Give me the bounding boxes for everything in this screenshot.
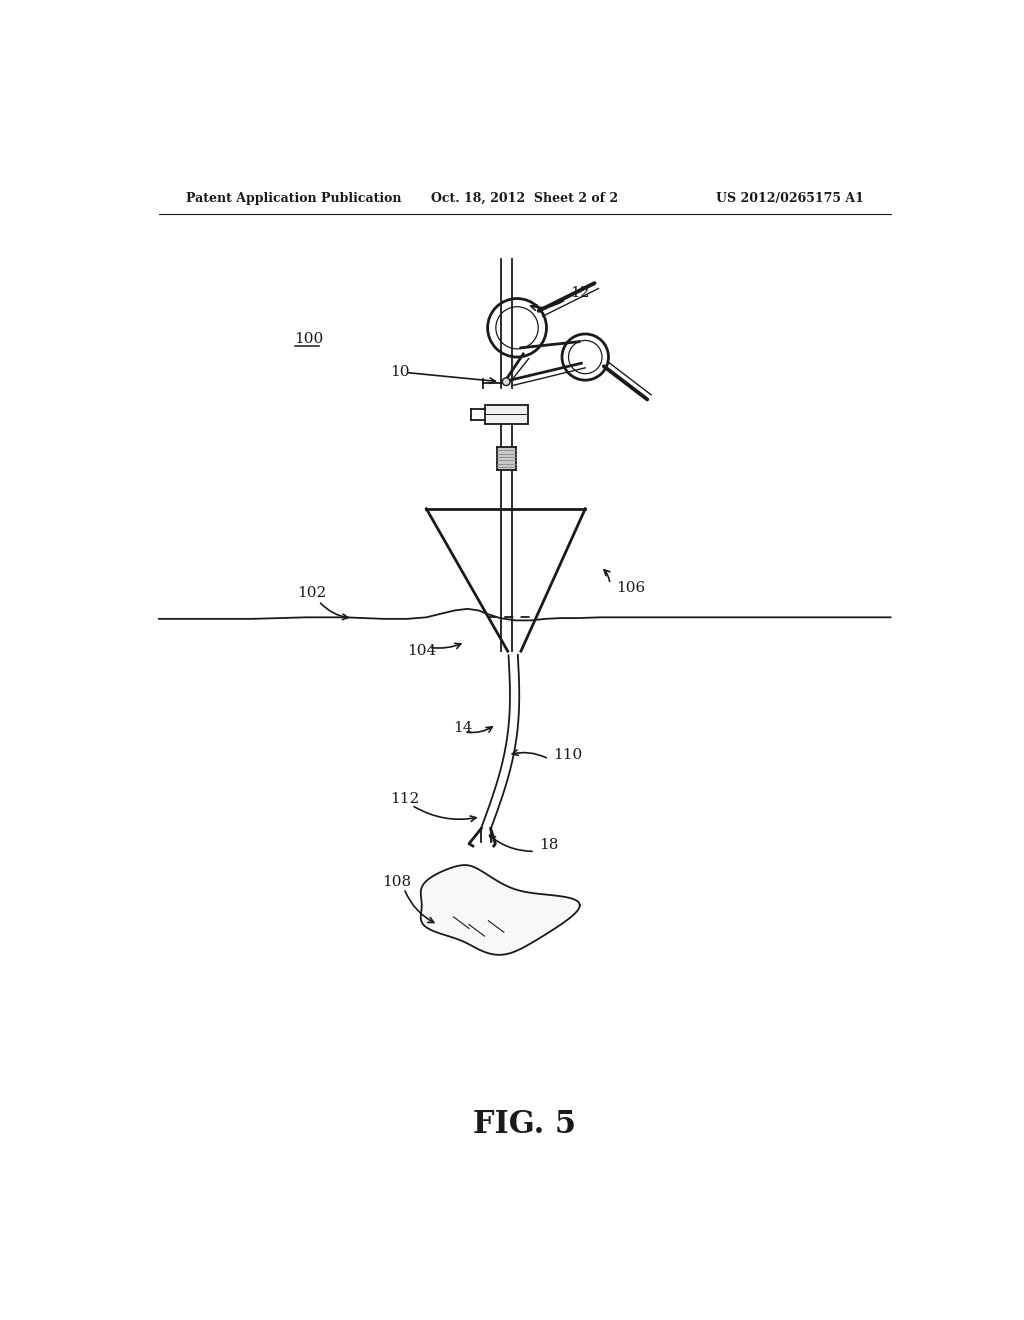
Text: 10: 10 bbox=[390, 366, 410, 379]
Text: 106: 106 bbox=[616, 581, 645, 595]
Text: 108: 108 bbox=[382, 875, 412, 890]
Text: 104: 104 bbox=[407, 644, 436, 659]
Text: Patent Application Publication: Patent Application Publication bbox=[186, 191, 401, 205]
Text: Oct. 18, 2012  Sheet 2 of 2: Oct. 18, 2012 Sheet 2 of 2 bbox=[431, 191, 618, 205]
Text: 12: 12 bbox=[569, 286, 589, 300]
Text: 112: 112 bbox=[390, 792, 419, 807]
Bar bbox=[484, 405, 528, 424]
Text: 18: 18 bbox=[539, 838, 558, 853]
Text: 100: 100 bbox=[295, 333, 324, 346]
Text: FIG. 5: FIG. 5 bbox=[473, 1109, 577, 1140]
Bar bbox=[497, 447, 515, 470]
Text: US 2012/0265175 A1: US 2012/0265175 A1 bbox=[717, 191, 864, 205]
Text: 14: 14 bbox=[454, 721, 473, 735]
Polygon shape bbox=[421, 865, 580, 954]
Circle shape bbox=[503, 378, 510, 385]
Text: 110: 110 bbox=[553, 748, 582, 762]
Text: 102: 102 bbox=[297, 586, 327, 601]
